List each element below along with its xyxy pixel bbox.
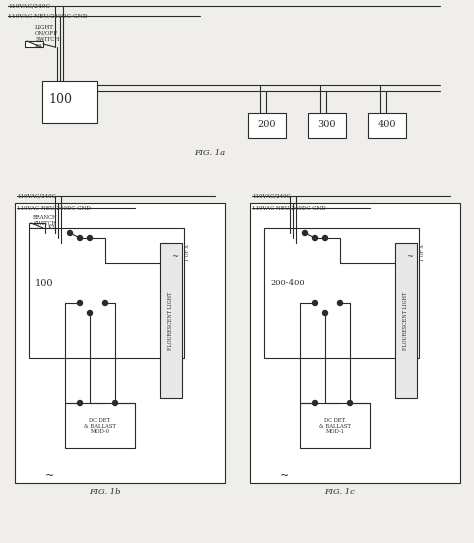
Bar: [368, 113, 406, 138]
Bar: [42, 81, 97, 123]
Text: 200: 200: [258, 119, 276, 129]
Circle shape: [312, 236, 318, 241]
Circle shape: [322, 311, 328, 315]
Text: LIGHT
ON/OFF
SWITCH: LIGHT ON/OFF SWITCH: [35, 25, 59, 42]
Text: ~: ~: [172, 253, 179, 261]
Bar: [248, 113, 286, 138]
Bar: [15, 203, 225, 483]
Text: K3: K3: [48, 225, 56, 230]
Bar: [65, 403, 135, 448]
Text: ~: ~: [281, 471, 290, 481]
Bar: [250, 203, 460, 483]
Circle shape: [322, 236, 328, 241]
Text: 110VAC/240C: 110VAC/240C: [252, 193, 291, 198]
Circle shape: [67, 230, 73, 236]
Text: DC DET.
& BALLAST
MOD-0: DC DET. & BALLAST MOD-0: [84, 418, 116, 434]
Bar: [160, 243, 182, 398]
Text: 100: 100: [48, 92, 72, 105]
Text: 200-400: 200-400: [270, 279, 305, 287]
Circle shape: [88, 311, 92, 315]
Text: DC DET.
& BALLAST
MOD-1: DC DET. & BALLAST MOD-1: [319, 418, 351, 434]
Circle shape: [78, 236, 82, 241]
Bar: [29, 228, 184, 358]
Circle shape: [88, 236, 92, 241]
Circle shape: [312, 300, 318, 306]
Text: 1 OF X: 1 OF X: [185, 244, 190, 261]
Circle shape: [102, 300, 108, 306]
Text: 100: 100: [35, 279, 54, 287]
Text: 110VAC NEU/240DC GND: 110VAC NEU/240DC GND: [17, 205, 91, 210]
Text: FIG. 1b: FIG. 1b: [89, 488, 121, 496]
Text: ~: ~: [46, 471, 55, 481]
Text: FIG. 1c: FIG. 1c: [325, 488, 356, 496]
Bar: [29, 223, 45, 228]
Text: ~: ~: [407, 253, 413, 261]
Circle shape: [78, 300, 82, 306]
Text: 110VAC NEU/240DC GND: 110VAC NEU/240DC GND: [252, 205, 326, 210]
Text: 1 OF X: 1 OF X: [420, 244, 425, 261]
Text: 400: 400: [378, 119, 396, 129]
Text: FLOURESCENT LIGHT: FLOURESCENT LIGHT: [403, 292, 409, 350]
Bar: [264, 228, 419, 358]
Circle shape: [312, 401, 318, 406]
Bar: [300, 403, 370, 448]
Text: 110VAC NEU/240DC GND: 110VAC NEU/240DC GND: [8, 13, 88, 18]
Circle shape: [347, 401, 353, 406]
Text: 110VAC/240C: 110VAC/240C: [17, 193, 56, 198]
Circle shape: [78, 401, 82, 406]
Text: 110VAC/240C: 110VAC/240C: [8, 3, 50, 8]
Text: 300: 300: [318, 119, 336, 129]
Bar: [308, 113, 346, 138]
Text: FIG. 1a: FIG. 1a: [194, 149, 226, 157]
Circle shape: [302, 230, 308, 236]
Text: BRANCH
SWITCH: BRANCH SWITCH: [33, 215, 58, 226]
Bar: [395, 243, 417, 398]
Bar: [25, 41, 43, 47]
Circle shape: [337, 300, 343, 306]
Text: FLOURESCENT LIGHT: FLOURESCENT LIGHT: [168, 292, 173, 350]
Text: K3: K3: [35, 44, 43, 49]
Circle shape: [112, 401, 118, 406]
